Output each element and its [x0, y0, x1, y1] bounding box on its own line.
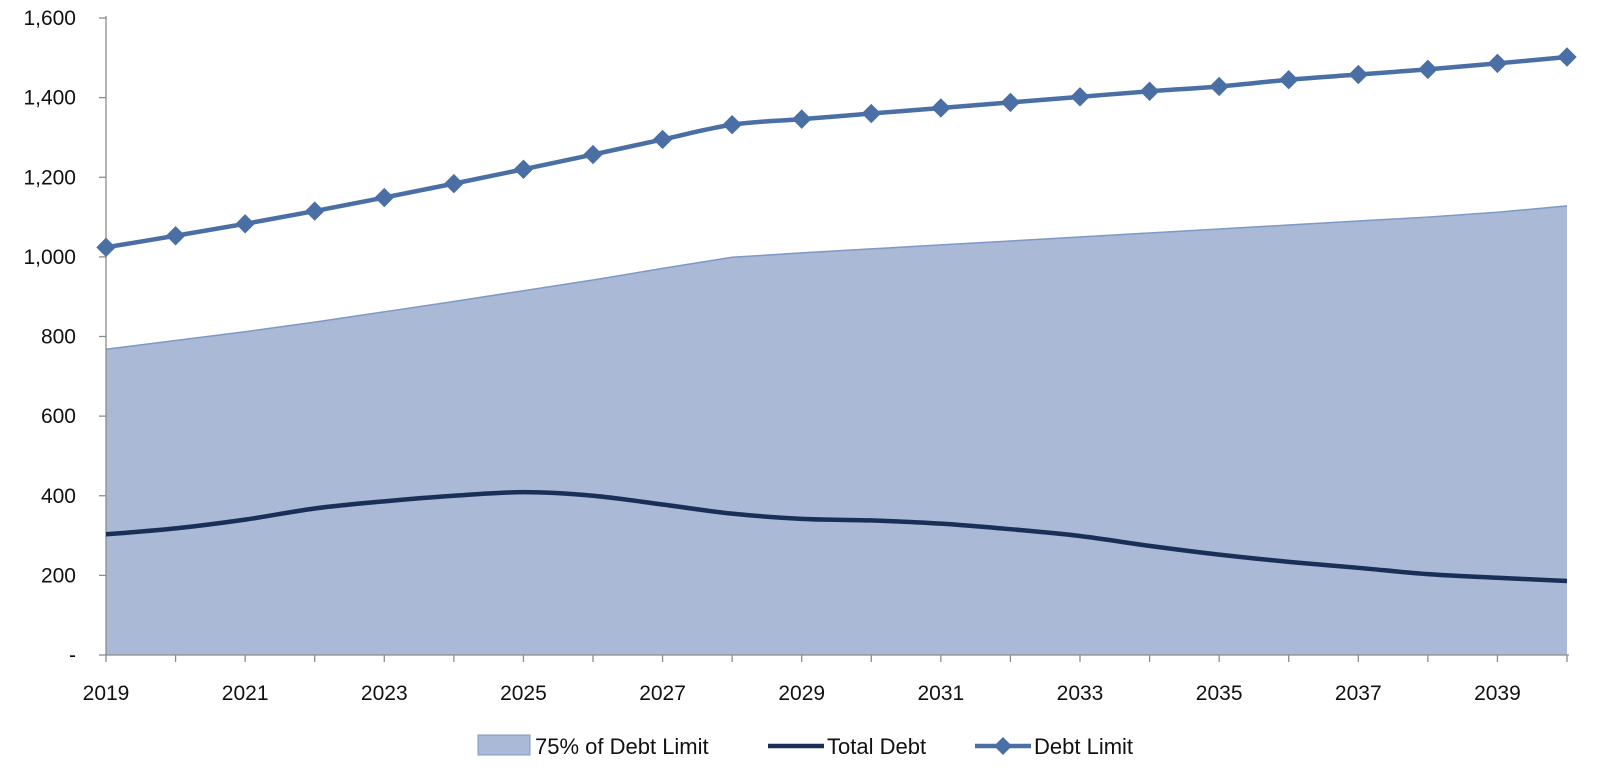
debt-limit-marker	[861, 103, 881, 124]
x-tick-label: 2033	[1057, 682, 1104, 705]
debt-limit-marker	[444, 173, 464, 194]
y-tick-label: 600	[41, 405, 76, 428]
legend-label-debt-limit: Debt Limit	[1034, 734, 1133, 759]
x-tick-label: 2023	[361, 682, 408, 705]
y-tick-label: 1,400	[23, 87, 76, 110]
debt-limit-marker	[1139, 81, 1160, 101]
y-tick-label: 1,200	[23, 166, 76, 189]
debt-limit-line	[105, 54, 1568, 250]
debt-limit-marker	[513, 159, 534, 179]
total-debt-line	[105, 489, 1568, 584]
legend-label-75pct: 75% of Debt Limit	[535, 734, 709, 759]
debt-limit-marker	[1000, 92, 1021, 113]
debt-limit-marker	[722, 114, 742, 135]
debt-limit-marker	[165, 226, 186, 246]
y-tick-label: 1,000	[23, 246, 76, 269]
debt-limit-marker	[792, 109, 812, 129]
debt-limit-marker	[1348, 64, 1368, 85]
area-75pct-debt-limit	[106, 205, 1567, 656]
x-tick-label: 2029	[778, 682, 825, 705]
x-tick-label: 2035	[1196, 682, 1243, 705]
debt-limit-marker	[1209, 76, 1229, 97]
debt-limit-marker	[1487, 53, 1508, 74]
tick-label-layer: - 200 400 600 800 1,000 1,200 1,400 1,600 2019 202…	[23, 7, 1520, 705]
y-tick-label: 800	[41, 326, 76, 349]
debt-limit-marker	[305, 201, 325, 221]
legend: 75% of Debt Limit Total Debt Debt Limit	[477, 734, 1133, 759]
y-tick-label: 200	[41, 564, 76, 587]
area-series-layer	[105, 205, 1568, 656]
legend-label-total-debt: Total Debt	[827, 734, 926, 759]
debt-limit-marker	[96, 237, 116, 258]
y-tick-label: 1,600	[23, 7, 76, 30]
debt-limit-marker	[374, 187, 394, 208]
debt-limit-marker	[1418, 59, 1438, 80]
area-75pct-debt-limit-edge	[105, 205, 1568, 350]
y-tick-label: -	[69, 644, 76, 667]
x-tick-label: 2031	[917, 682, 964, 705]
x-tick-label: 2039	[1474, 682, 1521, 705]
debt-limit-marker	[235, 214, 255, 234]
x-tick-label: 2021	[222, 682, 269, 705]
axis-layer	[99, 16, 1569, 662]
debt-limit-marker	[1279, 70, 1299, 90]
debt-limit-marker	[583, 144, 603, 165]
x-tick-label: 2027	[639, 682, 686, 705]
legend-marker-debt-limit	[994, 737, 1012, 755]
x-tick-label: 2037	[1335, 682, 1382, 705]
debt-limit-marker	[1070, 87, 1090, 107]
line-series-layer	[96, 47, 1577, 584]
legend-swatch-75pct	[477, 734, 531, 756]
x-tick-label: 2025	[500, 682, 547, 705]
debt-limit-marker	[652, 129, 673, 150]
debt-limit-marker	[1557, 47, 1577, 67]
x-tick-label: 2019	[83, 682, 130, 705]
debt-limit-marker	[931, 98, 951, 118]
y-tick-label: 400	[41, 485, 76, 508]
